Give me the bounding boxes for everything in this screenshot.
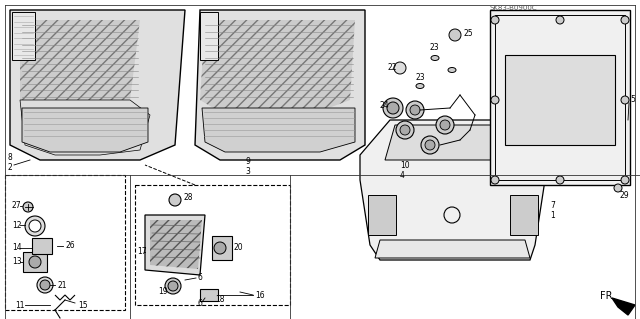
Bar — [32, 238, 52, 254]
Circle shape — [383, 98, 403, 118]
Circle shape — [40, 280, 50, 290]
Text: 28: 28 — [183, 194, 193, 203]
Polygon shape — [202, 108, 355, 152]
Text: 6: 6 — [197, 273, 202, 283]
Text: FR.: FR. — [600, 291, 615, 301]
Polygon shape — [612, 298, 635, 315]
Circle shape — [396, 121, 414, 139]
Text: 24: 24 — [380, 100, 390, 109]
Text: SK83-B0900C: SK83-B0900C — [490, 5, 538, 11]
Bar — [135, 185, 290, 305]
Polygon shape — [200, 12, 218, 60]
Circle shape — [491, 16, 499, 24]
Polygon shape — [360, 120, 545, 260]
Text: 1: 1 — [550, 211, 555, 219]
Ellipse shape — [448, 68, 456, 72]
Bar — [510, 195, 538, 235]
Circle shape — [421, 136, 439, 154]
Circle shape — [449, 29, 461, 41]
Text: 2: 2 — [8, 164, 13, 173]
Circle shape — [491, 96, 499, 104]
Bar — [212, 236, 232, 260]
Text: 18: 18 — [215, 295, 225, 305]
Circle shape — [25, 216, 45, 236]
Text: 15: 15 — [78, 300, 88, 309]
Text: 27: 27 — [12, 201, 22, 210]
Polygon shape — [195, 10, 365, 160]
Ellipse shape — [416, 84, 424, 88]
Text: 4: 4 — [400, 170, 405, 180]
Text: 10: 10 — [400, 160, 410, 169]
Circle shape — [621, 16, 629, 24]
Bar — [5, 175, 125, 310]
Circle shape — [436, 116, 454, 134]
Text: 6: 6 — [197, 300, 202, 308]
Text: 13: 13 — [12, 257, 22, 266]
Circle shape — [400, 125, 410, 135]
Text: 14: 14 — [12, 243, 22, 253]
Polygon shape — [385, 125, 520, 160]
Text: 23: 23 — [415, 73, 424, 83]
Text: 12: 12 — [12, 220, 22, 229]
Circle shape — [214, 242, 226, 254]
Polygon shape — [20, 20, 140, 115]
Circle shape — [29, 220, 41, 232]
Text: 26: 26 — [65, 241, 75, 250]
Text: 23: 23 — [430, 43, 440, 53]
Text: 21: 21 — [57, 280, 67, 290]
Circle shape — [621, 96, 629, 104]
Circle shape — [556, 16, 564, 24]
Circle shape — [23, 202, 33, 212]
Text: 11: 11 — [15, 300, 24, 309]
Bar — [200, 289, 218, 301]
Bar — [505, 55, 615, 145]
Polygon shape — [145, 215, 205, 275]
Text: 29: 29 — [620, 190, 630, 199]
Polygon shape — [20, 100, 150, 155]
Circle shape — [425, 140, 435, 150]
Bar — [490, 10, 630, 185]
Polygon shape — [10, 10, 185, 160]
Text: 5: 5 — [630, 95, 635, 105]
Text: 17: 17 — [137, 248, 147, 256]
Polygon shape — [200, 20, 355, 115]
Circle shape — [29, 256, 41, 268]
Circle shape — [168, 281, 178, 291]
Bar — [23, 252, 47, 272]
Polygon shape — [22, 108, 148, 152]
Circle shape — [444, 207, 460, 223]
Bar — [495, 15, 625, 180]
Circle shape — [440, 120, 450, 130]
Circle shape — [406, 101, 424, 119]
Circle shape — [169, 194, 181, 206]
Circle shape — [614, 184, 622, 192]
Polygon shape — [12, 12, 35, 60]
Circle shape — [621, 176, 629, 184]
Text: 3: 3 — [245, 167, 250, 176]
Text: 7: 7 — [550, 201, 555, 210]
Polygon shape — [375, 240, 530, 258]
Text: 19: 19 — [158, 287, 168, 296]
Circle shape — [387, 102, 399, 114]
Circle shape — [37, 277, 53, 293]
Bar — [368, 195, 396, 235]
Circle shape — [410, 105, 420, 115]
Circle shape — [165, 278, 181, 294]
Text: 20: 20 — [233, 243, 243, 253]
Text: 8: 8 — [8, 153, 13, 162]
Ellipse shape — [431, 56, 439, 61]
Text: 25: 25 — [463, 28, 472, 38]
Circle shape — [556, 176, 564, 184]
Text: 16: 16 — [255, 291, 264, 300]
Circle shape — [394, 62, 406, 74]
Circle shape — [491, 176, 499, 184]
Text: 9: 9 — [245, 158, 250, 167]
Polygon shape — [150, 220, 202, 269]
Text: 22: 22 — [387, 63, 397, 72]
